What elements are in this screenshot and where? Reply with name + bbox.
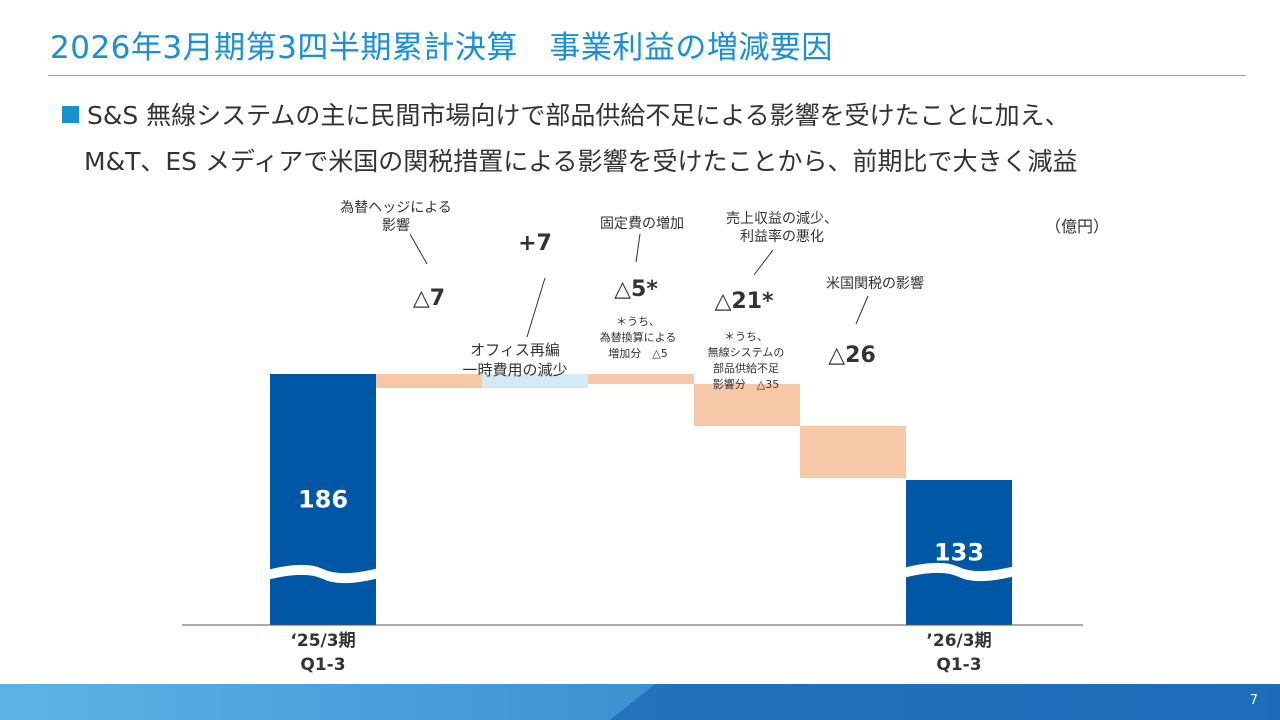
footnote-text-3: 為替換算による (600, 330, 677, 344)
summary-text-1: S&S 無線システムの主に民間市場向けで部品供給不足による影響を受けたことに加え… (87, 101, 1070, 130)
footnote-text-4: 部品供給不足 (713, 361, 779, 375)
annotation-text-1: 影響 (382, 217, 410, 234)
annotation-leader-5 (855, 295, 869, 325)
waterfall-bar-0 (270, 374, 376, 625)
summary-line-1: S&S 無線システムの主に民間市場向けで部品供給不足による影響を受けたことに加え… (62, 96, 1070, 132)
annotation-leader-4 (753, 249, 774, 276)
bar-value-label-2: +7 (518, 231, 552, 256)
waterfall-bar-2 (482, 374, 588, 388)
bar-value-label-6: 133 (934, 539, 984, 567)
bar-value-label-1: △7 (413, 286, 445, 311)
waterfall-bar-4 (694, 384, 800, 426)
annotation-text-2: 一時費用の減少 (462, 361, 567, 379)
category-label-0: Q1-3 (300, 655, 345, 675)
category-label-6: ’26/3期 (926, 631, 991, 651)
annotation-text-2: オフィス再編 (470, 341, 560, 359)
bar-value-label-3: △5* (614, 277, 658, 302)
waterfall-bar-1 (376, 374, 482, 388)
annotation-text-3: 固定費の増加 (600, 216, 684, 232)
axis-break-mark-6 (892, 562, 1026, 582)
category-label-6: Q1-3 (936, 655, 981, 675)
footnote-text-4: 影響分 △35 (713, 377, 779, 391)
axis-break-mark-0 (256, 564, 390, 584)
footnote-text-4: ＊うち、 (724, 330, 768, 343)
page-title: 2026年3月期第3四半期累計決算 事業利益の増減要因 (50, 30, 833, 66)
page-number: 7 (1249, 693, 1258, 708)
annotation-leader-1 (409, 233, 428, 265)
footnote-text-4: 無線システムの (708, 345, 785, 359)
bar-value-label-4: △21* (714, 289, 774, 314)
category-label-0: ‘25/3期 (290, 631, 355, 651)
annotation-leader-2 (526, 277, 546, 338)
title-divider (48, 75, 1246, 76)
unit-label: （億円） (1045, 217, 1110, 236)
waterfall-bar-3 (588, 374, 694, 384)
footer-band (0, 684, 1280, 720)
annotation-text-4: 利益率の悪化 (740, 228, 824, 245)
annotation-text-1: 為替ヘッジによる (340, 200, 452, 216)
annotation-text-5: 米国関税の影響 (826, 275, 924, 292)
footnote-text-3: ＊うち、 (616, 315, 660, 328)
bar-value-label-5: △26 (828, 343, 876, 368)
annotation-text-4: 売上収益の減少、 (726, 210, 838, 227)
waterfall-bar-5 (800, 426, 906, 478)
footnote-text-3: 増加分 △5 (608, 347, 667, 360)
summary-line-2: M&T、ES メディアで米国の関税措置による影響を受けたことから、前期比で大きく… (84, 147, 1078, 176)
bullet-square-icon (62, 106, 79, 123)
bar-value-label-0: 186 (298, 486, 348, 514)
waterfall-bar-6 (906, 480, 1012, 625)
annotation-leader-3 (635, 233, 641, 263)
